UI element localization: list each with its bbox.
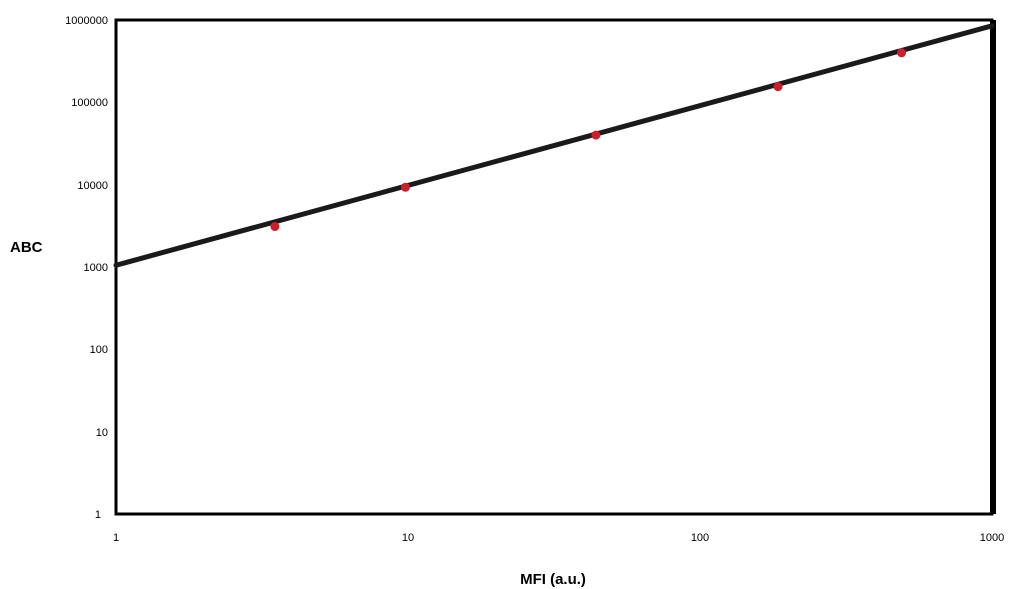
data-point: [270, 222, 280, 232]
data-point: [400, 182, 410, 192]
x-axis-title: MFI (a.u.): [520, 571, 586, 588]
y-tick-label: 100000: [71, 97, 108, 109]
y-tick-label: 10000: [77, 180, 108, 192]
data-point: [897, 48, 907, 58]
y-tick-labels: 1 10 100 1000 10000 100000 1000000: [65, 15, 108, 521]
y-axis-title: ABC: [10, 239, 43, 256]
fit-line: [113, 23, 995, 268]
x-tick-labels: 1 10 100 1000: [113, 532, 1004, 544]
x-tick-label: 100: [691, 532, 709, 544]
plot-frame: [114, 18, 994, 516]
y-tick-label: 1000000: [65, 15, 108, 27]
plot-area: [113, 18, 996, 516]
x-tick-label: 1000: [980, 532, 1004, 544]
data-point: [773, 82, 783, 92]
x-tick-label: 10: [402, 532, 414, 544]
data-point: [591, 130, 601, 140]
y-tick-label: 1: [95, 509, 101, 521]
x-tick-label: 1: [113, 532, 119, 544]
y-tick-label: 100: [90, 344, 108, 356]
y-tick-label: 10: [96, 427, 108, 439]
y-tick-label: 1000: [84, 262, 108, 274]
